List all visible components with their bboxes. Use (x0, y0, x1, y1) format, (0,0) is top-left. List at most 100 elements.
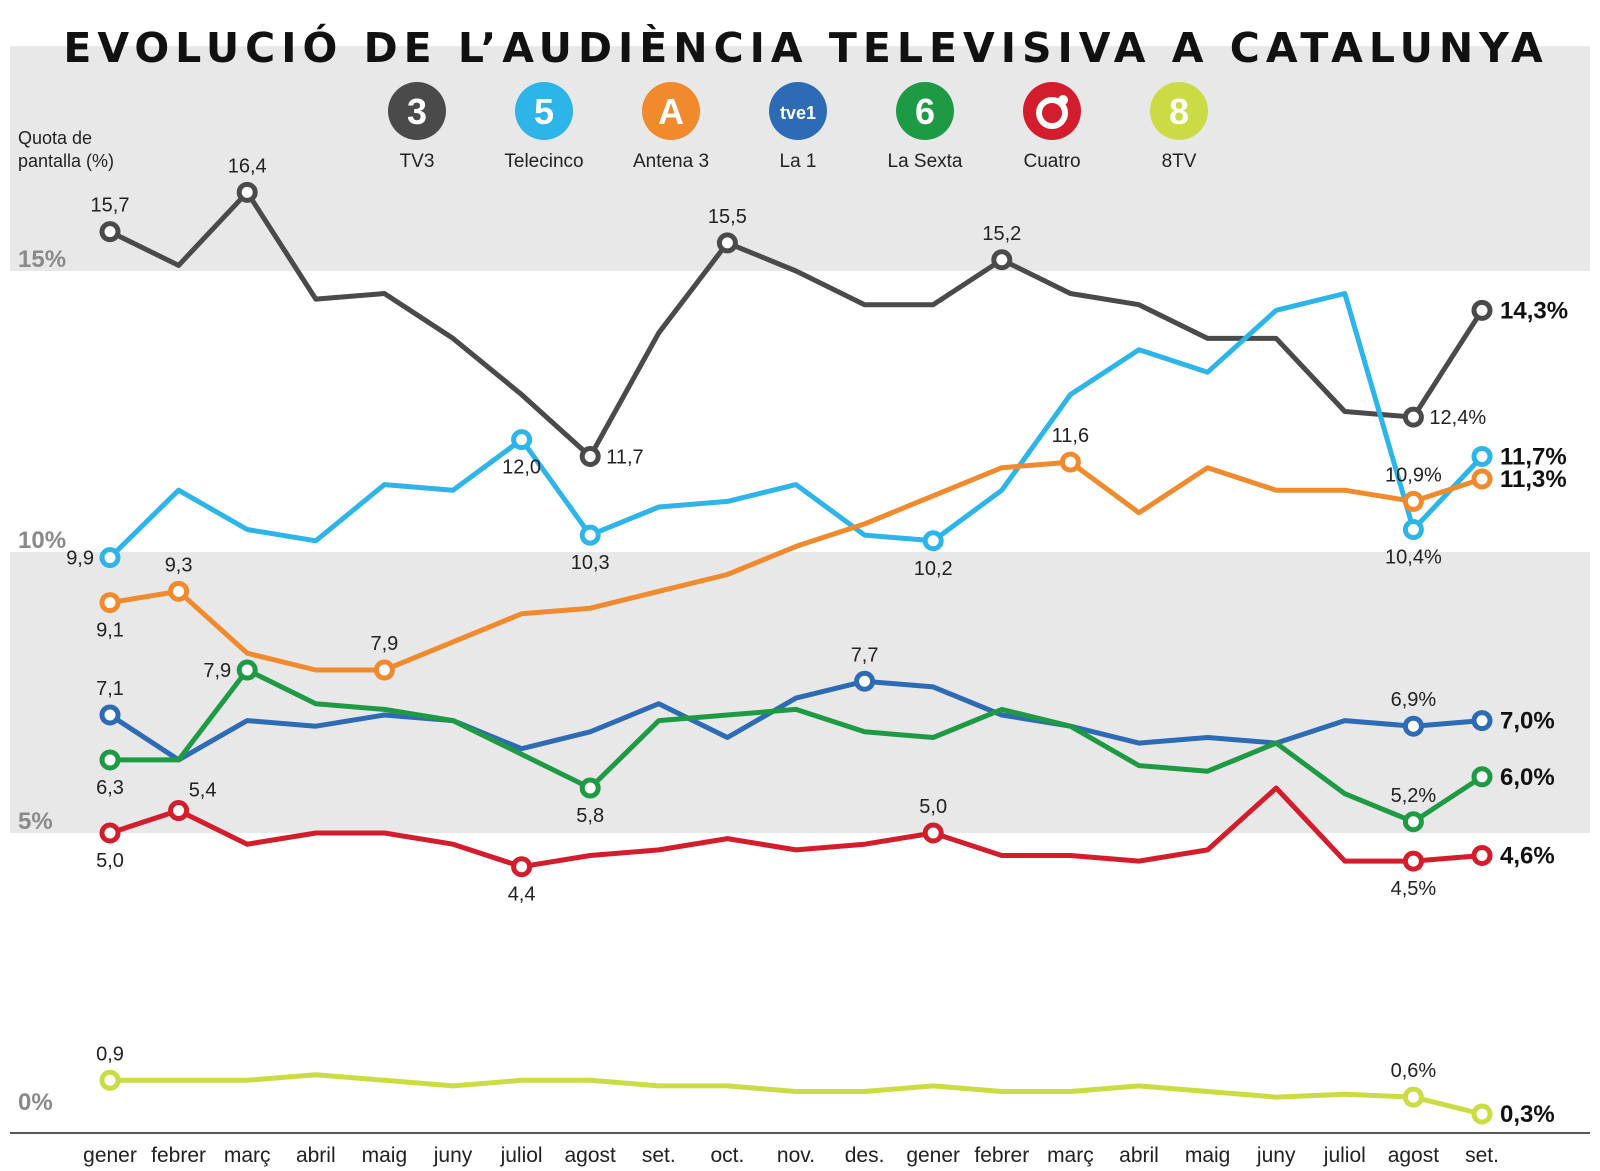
legend-logo-telecinco-icon (515, 82, 573, 140)
data-label: 15,7 (91, 195, 130, 217)
data-point-marker (579, 777, 601, 799)
legend-item: tve1 La 1 (769, 82, 827, 172)
data-label: 4,5% (1391, 878, 1437, 900)
x-tick-label: gener (906, 1144, 960, 1167)
series-markers (99, 181, 1493, 1125)
x-tick-label: agost (565, 1144, 617, 1167)
data-labels: 15,7 16,4 11,7 15,5 15,2 12,4% 14,3% 9,9 12,0 10,… (66, 155, 1568, 1128)
end-value-label: 0,3% (1500, 1101, 1555, 1128)
data-point-marker (168, 580, 190, 602)
x-axis-ticks: gener febrer març abril maig juny juliol agost s… (83, 1144, 1499, 1167)
data-point-marker (1402, 850, 1424, 872)
data-label: 12,0 (502, 457, 541, 479)
data-label: 0,6% (1391, 1060, 1437, 1082)
x-tick-label: març (224, 1144, 271, 1167)
data-point-marker (579, 524, 601, 546)
x-tick-label: maig (362, 1144, 408, 1167)
chart-bands (10, 46, 1590, 833)
data-point-marker (1402, 406, 1424, 428)
legend-logo-text: 6 (915, 91, 935, 132)
data-label: 11,6 (1052, 425, 1089, 447)
data-label: 7,9 (203, 660, 231, 682)
data-point-marker (1471, 766, 1493, 788)
series-line-telecinco (107, 291, 1485, 561)
chart-title: EVOLUCIÓ DE L’AUDIÈNCIA TELEVISIVA A CAT… (63, 24, 1548, 72)
x-tick-label: abril (296, 1144, 336, 1167)
legend-item: 3 TV3 (388, 82, 446, 172)
data-label: 6,9% (1391, 689, 1437, 711)
x-tick-label: juny (433, 1144, 473, 1167)
data-label: 15,2 (982, 223, 1021, 245)
data-point-marker (922, 822, 944, 844)
end-value-label: 11,3% (1500, 466, 1567, 493)
data-point-marker (991, 249, 1013, 271)
legend-logo-text: A (658, 91, 684, 132)
data-point-marker (99, 221, 121, 243)
data-point-marker (236, 181, 258, 203)
data-label: 5,8 (576, 805, 604, 827)
data-label: 7,1 (96, 678, 124, 700)
data-point-marker (922, 530, 944, 552)
end-value-label: 6,0% (1500, 764, 1555, 791)
data-label: 12,4% (1429, 407, 1486, 429)
data-point-marker (1471, 468, 1493, 490)
legend-item: Cuatro (1023, 82, 1081, 172)
data-point-marker (168, 800, 190, 822)
data-point-marker (373, 659, 395, 681)
cuatro-dot-icon (1058, 95, 1068, 105)
end-value-label: 14,3% (1500, 297, 1568, 324)
legend-label: TV3 (400, 151, 435, 172)
data-point-marker (854, 670, 876, 692)
data-point-marker (1402, 715, 1424, 737)
cuatro-ring-icon (1036, 97, 1068, 129)
data-label: 7,9 (370, 633, 398, 655)
end-value-label: 4,6% (1500, 842, 1555, 869)
end-value-label: 7,0% (1500, 708, 1555, 735)
series-line-tv3 (107, 189, 1485, 459)
chart-band-0 (10, 552, 1590, 833)
legend-logo-text: 3 (407, 91, 427, 132)
legend-label: La Sexta (888, 151, 963, 172)
data-point-marker (99, 704, 121, 726)
data-label: 10,2 (914, 558, 953, 580)
x-tick-label: febrer (151, 1144, 206, 1167)
data-label: 15,5 (708, 206, 747, 228)
data-label: 11,7 (606, 446, 643, 468)
series-line-antena-3 (107, 459, 1485, 673)
data-label: 7,7 (851, 644, 879, 666)
legend-item: A Antena 3 (633, 82, 709, 172)
data-point-marker (236, 659, 258, 681)
data-point-marker (511, 429, 533, 451)
x-tick-label: juliol (1323, 1144, 1366, 1167)
series-line-cuatro (107, 785, 1485, 870)
series-line-la-1 (107, 678, 1485, 763)
data-label: 0,9 (96, 1043, 124, 1065)
data-label: 16,4 (228, 155, 267, 177)
y-axis-label: Quota de pantalla (%) (18, 128, 114, 171)
data-label: 9,3 (165, 554, 193, 576)
legend-logo-cuatro-icon (1023, 82, 1081, 140)
legend-logo-la-1-icon (769, 82, 827, 140)
x-tick-label: agost (1388, 1144, 1440, 1167)
data-point-marker (1471, 445, 1493, 467)
series-line-la-sexta (107, 667, 1485, 825)
legend-item: 8 8TV (1150, 82, 1208, 172)
data-point-marker (99, 1069, 121, 1091)
legend-label: Antena 3 (633, 151, 709, 172)
data-point-marker (1471, 844, 1493, 866)
data-point-marker (1059, 451, 1081, 473)
legend-logo-text: 8 (1169, 91, 1189, 132)
legend-label: 8TV (1162, 151, 1197, 172)
data-label: 5,0 (96, 850, 124, 872)
data-point-marker (99, 749, 121, 771)
y-tick-label: 0% (18, 1089, 53, 1116)
data-point-marker (1402, 1086, 1424, 1108)
data-label: 10,9% (1385, 464, 1442, 486)
x-tick-label: set. (1465, 1144, 1499, 1167)
y-axis-ticks: 0% 5% 10% 15% (18, 246, 66, 1116)
legend-item: 6 La Sexta (888, 82, 963, 172)
data-label: 10,3 (571, 552, 610, 574)
data-point-marker (99, 592, 121, 614)
data-point-marker (1402, 811, 1424, 833)
x-tick-label: set. (642, 1144, 676, 1167)
